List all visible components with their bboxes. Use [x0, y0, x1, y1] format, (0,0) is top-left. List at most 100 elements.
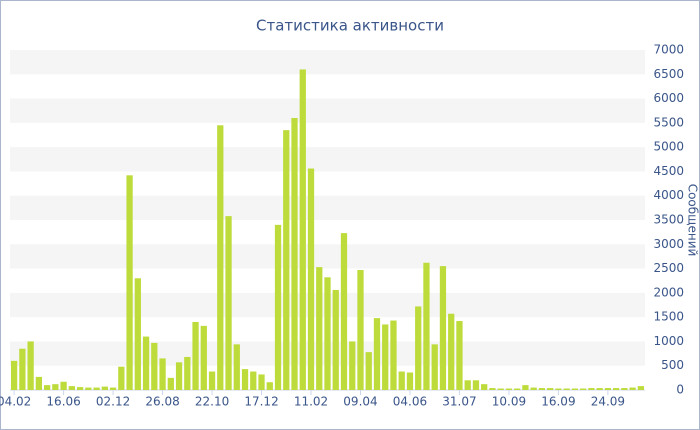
bar — [547, 388, 554, 390]
bar — [472, 380, 480, 390]
bar — [448, 313, 455, 390]
bar — [85, 387, 92, 390]
bar — [101, 386, 108, 390]
bar — [241, 369, 249, 390]
bar — [27, 341, 34, 390]
y-tick-label: 3500 — [653, 213, 684, 227]
grid-band — [10, 195, 645, 220]
bar — [563, 388, 570, 390]
bar — [316, 267, 323, 390]
bar — [250, 371, 257, 390]
bar — [357, 270, 364, 390]
x-tick-label: 09.04 — [343, 395, 377, 409]
bar — [175, 362, 183, 390]
y-tick-label: 1500 — [653, 310, 684, 324]
bar — [464, 380, 471, 390]
x-tick-label: 02.12 — [96, 395, 130, 409]
bar — [159, 358, 166, 390]
bar — [497, 388, 504, 390]
y-tick-label: 6000 — [653, 91, 684, 105]
grid-band — [10, 50, 645, 75]
y-tick-label: 1000 — [653, 334, 684, 348]
bar — [340, 233, 348, 390]
x-tick-label: 04.02 — [0, 395, 31, 409]
bar — [126, 175, 133, 390]
bar — [299, 69, 306, 390]
y-tick-label: 500 — [661, 358, 684, 372]
bar — [109, 387, 117, 390]
bar — [505, 388, 513, 390]
bar — [134, 278, 141, 390]
bar — [406, 372, 414, 390]
x-tick-label: 22.10 — [195, 395, 229, 409]
bar — [415, 306, 422, 390]
bar — [332, 289, 339, 390]
bar — [571, 388, 579, 390]
grid-band — [10, 244, 645, 269]
bar — [456, 321, 463, 390]
y-tick-label: 2500 — [653, 261, 684, 275]
bar — [151, 342, 158, 390]
x-tick-label: 26.08 — [145, 395, 179, 409]
bar — [208, 371, 216, 390]
bar — [274, 224, 282, 390]
bar — [390, 320, 397, 390]
bar — [283, 130, 290, 390]
bar — [118, 366, 125, 390]
bar — [588, 388, 595, 390]
y-tick-label: 4500 — [653, 164, 684, 178]
bar — [167, 377, 174, 390]
bar — [580, 388, 587, 390]
bar — [233, 344, 240, 390]
bar — [225, 216, 232, 390]
chart-title: Статистика активности — [256, 17, 444, 35]
y-tick-label: 3000 — [653, 237, 684, 251]
bar — [76, 387, 84, 390]
y-tick-label: 0 — [676, 383, 684, 397]
y-axis-label: Сообщений — [686, 184, 700, 257]
bar — [439, 266, 447, 390]
bar — [555, 388, 562, 390]
x-tick-label: 24.09 — [591, 395, 625, 409]
bar — [60, 381, 67, 390]
y-tick-label: 5500 — [653, 115, 684, 129]
bar — [629, 387, 636, 390]
x-tick-label: 10.09 — [492, 395, 526, 409]
bar — [266, 382, 273, 390]
bar — [307, 168, 315, 390]
y-tick-label: 4000 — [653, 188, 684, 202]
bar — [398, 371, 405, 390]
bar — [431, 344, 438, 390]
bar — [613, 388, 620, 390]
bar — [68, 386, 75, 390]
bar — [192, 322, 199, 390]
bar — [200, 325, 207, 390]
bar — [19, 348, 26, 390]
bar — [258, 374, 265, 390]
x-tick-label: 16.06 — [46, 395, 80, 409]
y-tick-label: 6500 — [653, 67, 684, 81]
bar — [514, 388, 521, 390]
bar — [522, 385, 529, 390]
y-tick-label: 2000 — [653, 285, 684, 299]
bar — [621, 388, 628, 390]
bar — [530, 387, 537, 390]
x-tick-label: 11.02 — [294, 395, 328, 409]
x-tick-label: 31.07 — [442, 395, 476, 409]
bar — [184, 356, 191, 390]
x-tick-label: 17.12 — [244, 395, 278, 409]
bar — [596, 388, 603, 390]
bar — [423, 262, 430, 390]
bar — [538, 388, 546, 390]
bar — [349, 341, 356, 390]
bar — [43, 385, 51, 390]
bar — [93, 387, 100, 390]
bar — [382, 324, 389, 390]
bar — [373, 318, 381, 390]
x-tick-label: 04.06 — [393, 395, 427, 409]
bar — [52, 384, 59, 390]
bar — [10, 360, 18, 390]
bar — [604, 388, 612, 390]
grid-band — [10, 147, 645, 172]
